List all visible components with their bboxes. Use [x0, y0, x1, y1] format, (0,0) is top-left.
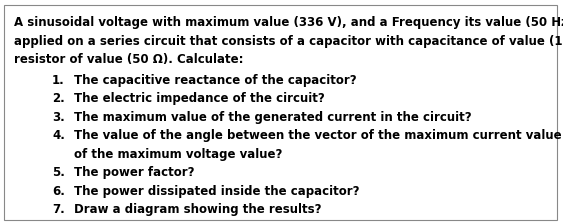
Text: resistor of value (50 Ω). Calculate:: resistor of value (50 Ω). Calculate:: [14, 53, 244, 66]
FancyBboxPatch shape: [4, 5, 557, 220]
Text: The value of the angle between the vector of the maximum current value and the v: The value of the angle between the vecto…: [74, 129, 563, 142]
Text: The maximum value of the generated current in the circuit?: The maximum value of the generated curre…: [74, 110, 472, 123]
Text: 3.: 3.: [52, 110, 65, 123]
Text: The power factor?: The power factor?: [74, 166, 194, 179]
Text: The electric impedance of the circuit?: The electric impedance of the circuit?: [74, 92, 325, 105]
Text: 6.: 6.: [52, 185, 65, 198]
Text: The power dissipated inside the capacitor?: The power dissipated inside the capacito…: [74, 185, 360, 198]
Text: of the maximum voltage value?: of the maximum voltage value?: [74, 147, 283, 161]
Text: 2.: 2.: [52, 92, 65, 105]
Text: 4.: 4.: [52, 129, 65, 142]
Text: The capacitive reactance of the capacitor?: The capacitive reactance of the capacito…: [74, 73, 356, 86]
Text: applied on a series circuit that consists of a capacitor with capacitance of val: applied on a series circuit that consist…: [14, 34, 563, 47]
Text: 5.: 5.: [52, 166, 65, 179]
Text: 1.: 1.: [52, 73, 65, 86]
Text: A sinusoidal voltage with maximum value (336 V), and a Frequency its value (50 H: A sinusoidal voltage with maximum value …: [14, 16, 563, 29]
Text: Draw a diagram showing the results?: Draw a diagram showing the results?: [74, 203, 321, 216]
Text: 7.: 7.: [52, 203, 65, 216]
